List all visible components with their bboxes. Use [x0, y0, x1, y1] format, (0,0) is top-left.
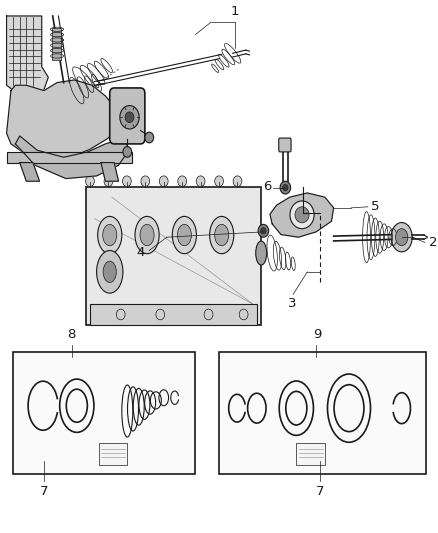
Ellipse shape: [289, 201, 313, 229]
Polygon shape: [7, 16, 48, 101]
Polygon shape: [7, 80, 136, 160]
Ellipse shape: [97, 216, 122, 254]
Circle shape: [125, 112, 134, 123]
Ellipse shape: [294, 207, 308, 223]
Text: 4: 4: [136, 246, 145, 259]
Circle shape: [123, 147, 131, 157]
Circle shape: [104, 176, 113, 187]
Circle shape: [196, 176, 205, 187]
FancyBboxPatch shape: [7, 152, 131, 163]
Ellipse shape: [103, 261, 116, 282]
Ellipse shape: [172, 216, 196, 254]
Polygon shape: [269, 193, 333, 237]
Text: 3: 3: [287, 297, 296, 310]
Ellipse shape: [209, 216, 233, 254]
Text: 9: 9: [312, 328, 321, 341]
FancyBboxPatch shape: [85, 187, 261, 325]
Bar: [296, 443, 324, 465]
Circle shape: [260, 228, 265, 234]
FancyBboxPatch shape: [52, 28, 61, 60]
Polygon shape: [20, 163, 39, 181]
Bar: [99, 443, 127, 465]
Circle shape: [214, 176, 223, 187]
Circle shape: [141, 176, 149, 187]
Text: 1: 1: [230, 5, 239, 18]
Ellipse shape: [96, 251, 123, 293]
Circle shape: [120, 106, 139, 129]
Text: 7: 7: [315, 485, 324, 498]
Ellipse shape: [140, 224, 154, 246]
Ellipse shape: [177, 224, 191, 246]
Circle shape: [145, 132, 153, 143]
Text: 6: 6: [262, 180, 271, 193]
Polygon shape: [15, 136, 129, 179]
Circle shape: [279, 181, 290, 194]
Ellipse shape: [255, 241, 266, 265]
Circle shape: [233, 176, 241, 187]
Bar: [219, 352, 425, 474]
Circle shape: [177, 176, 186, 187]
Ellipse shape: [395, 229, 407, 246]
Circle shape: [282, 184, 287, 191]
FancyBboxPatch shape: [90, 304, 256, 325]
Text: 7: 7: [39, 485, 48, 498]
Text: 2: 2: [428, 236, 437, 249]
Ellipse shape: [102, 224, 117, 246]
Circle shape: [85, 176, 94, 187]
Polygon shape: [101, 163, 118, 181]
Text: 5: 5: [370, 200, 378, 213]
Circle shape: [258, 224, 268, 237]
Bar: [13, 352, 195, 474]
Text: 8: 8: [67, 328, 76, 341]
Ellipse shape: [135, 216, 159, 254]
Ellipse shape: [214, 224, 228, 246]
FancyBboxPatch shape: [278, 138, 290, 152]
Circle shape: [159, 176, 168, 187]
FancyBboxPatch shape: [110, 88, 145, 144]
Ellipse shape: [390, 222, 411, 252]
Circle shape: [122, 176, 131, 187]
